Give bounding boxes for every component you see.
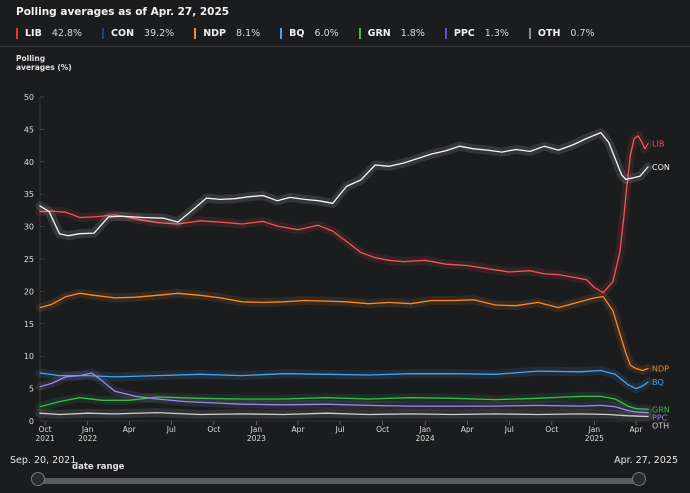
legend-value-oth: 0.7% bbox=[570, 27, 595, 39]
legend-swatch-con bbox=[102, 27, 105, 39]
x-tick-year-1: 2022 bbox=[78, 434, 97, 443]
x-tick-year-9: 2024 bbox=[416, 434, 435, 443]
y-tick-label-15: 15 bbox=[24, 320, 34, 329]
x-tick-label-3: Jul bbox=[166, 425, 176, 434]
legend-value-ppc: 1.3% bbox=[484, 27, 509, 39]
legend-swatch-ndp bbox=[194, 27, 197, 39]
legend-label-oth: OTH bbox=[537, 27, 561, 39]
y-tick-label-30: 30 bbox=[24, 223, 34, 232]
date-range-slider-track[interactable] bbox=[36, 478, 640, 484]
x-tick-year-5: 2023 bbox=[247, 434, 266, 443]
date-range-start-handle[interactable] bbox=[31, 472, 45, 486]
legend-value-bq: 6.0% bbox=[314, 27, 339, 39]
legend-swatch-bq bbox=[280, 27, 283, 39]
series-end-label-oth: OTH bbox=[652, 421, 669, 430]
y-tick-label-10: 10 bbox=[24, 352, 34, 361]
legend-item-grn[interactable]: GRN 1.8% bbox=[358, 27, 425, 39]
legend-label-ndp: NDP bbox=[203, 27, 227, 39]
x-tick-label-8: Oct bbox=[376, 425, 389, 434]
page-title: Polling averages as of Apr. 27, 2025 bbox=[16, 6, 230, 18]
date-range-end-handle[interactable] bbox=[632, 472, 646, 486]
legend-item-ndp[interactable]: NDP 8.1% bbox=[194, 27, 261, 39]
series-end-label-ppc: PPC bbox=[652, 413, 668, 422]
legend-item-lib[interactable]: LIB 42.8% bbox=[16, 27, 83, 39]
x-tick-label-4: Oct bbox=[207, 425, 220, 434]
x-tick-label-0: Oct bbox=[39, 425, 52, 434]
x-tick-label-5: Jan bbox=[250, 425, 263, 434]
series-band-con bbox=[35, 128, 653, 241]
series-end-label-ndp: NDP bbox=[652, 365, 669, 374]
x-tick-year-13: 2025 bbox=[585, 434, 604, 443]
range-end-date: Apr. 27, 2025 bbox=[614, 455, 678, 466]
legend-swatch-oth bbox=[528, 27, 531, 39]
x-tick-label-6: Apr bbox=[292, 425, 306, 434]
legend-item-bq[interactable]: BQ 6.0% bbox=[280, 27, 339, 39]
y-tick-label-20: 20 bbox=[24, 287, 34, 296]
series-line-lib bbox=[39, 135, 649, 294]
series-band-ndp bbox=[35, 288, 653, 375]
legend-value-ndp: 8.1% bbox=[236, 27, 261, 39]
x-tick-label-1: Jan bbox=[81, 425, 94, 434]
legend-item-oth[interactable]: OTH 0.7% bbox=[528, 27, 595, 39]
header-divider bbox=[0, 46, 690, 47]
legend-value-lib: 42.8% bbox=[51, 27, 83, 39]
range-start-date: Sep. 20, 2021 bbox=[10, 455, 77, 466]
series-end-label-con: CON bbox=[652, 163, 670, 172]
x-tick-year-0: 2021 bbox=[36, 434, 55, 443]
x-tick-label-14: Apr bbox=[629, 425, 643, 434]
series-end-label-lib: LIB bbox=[652, 140, 664, 149]
series-end-label-bq: BQ bbox=[652, 378, 664, 387]
x-tick-label-13: Jan bbox=[588, 425, 601, 434]
legend-label-bq: BQ bbox=[289, 27, 305, 39]
legend-label-grn: GRN bbox=[367, 27, 391, 39]
x-tick-label-12: Oct bbox=[545, 425, 558, 434]
x-tick-label-9: Jan bbox=[418, 425, 431, 434]
y-tick-label-45: 45 bbox=[24, 125, 34, 134]
legend-label-ppc: PPC bbox=[453, 27, 475, 39]
series-line-bq bbox=[39, 369, 649, 390]
y-tick-label-50: 50 bbox=[24, 93, 34, 102]
legend: LIB 42.8% CON 39.2% NDP 8.1% BQ 6.0% GRN… bbox=[16, 26, 615, 40]
legend-label-lib: LIB bbox=[25, 27, 42, 39]
x-tick-label-11: Jul bbox=[504, 425, 514, 434]
legend-swatch-grn bbox=[358, 27, 361, 39]
legend-item-con[interactable]: CON 39.2% bbox=[102, 27, 175, 39]
x-tick-label-2: Apr bbox=[123, 425, 137, 434]
legend-swatch-lib bbox=[16, 27, 18, 39]
y-tick-label-0: 0 bbox=[29, 417, 34, 426]
legend-label-con: CON bbox=[111, 27, 135, 39]
x-tick-label-10: Apr bbox=[461, 425, 475, 434]
legend-swatch-ppc bbox=[444, 27, 447, 39]
series-line-grn bbox=[39, 395, 649, 410]
legend-item-ppc[interactable]: PPC 1.3% bbox=[444, 27, 509, 39]
x-tick-label-7: Jul bbox=[335, 425, 345, 434]
legend-value-grn: 1.8% bbox=[400, 27, 425, 39]
y-axis-label: Polling averages (%) bbox=[16, 54, 72, 72]
y-tick-label-35: 35 bbox=[24, 190, 34, 199]
y-tick-label-25: 25 bbox=[24, 255, 34, 264]
series-line-oth bbox=[39, 411, 649, 418]
series-band-bq bbox=[35, 366, 653, 394]
legend-value-con: 39.2% bbox=[144, 27, 175, 39]
series-line-ppc bbox=[39, 372, 649, 414]
y-tick-label-40: 40 bbox=[24, 158, 34, 167]
y-tick-label-5: 5 bbox=[29, 385, 34, 394]
series-line-con bbox=[39, 131, 649, 237]
series-end-label-grn: GRN bbox=[652, 405, 670, 414]
date-range-label: date range bbox=[72, 462, 125, 472]
series-line-ndp bbox=[39, 292, 649, 372]
